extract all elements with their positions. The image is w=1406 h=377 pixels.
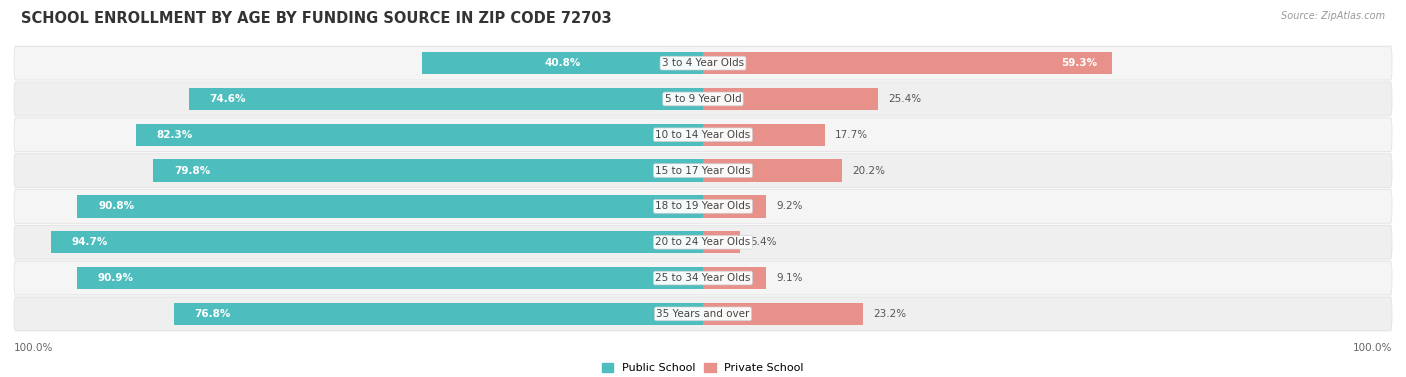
Text: 18 to 19 Year Olds: 18 to 19 Year Olds: [655, 201, 751, 211]
Bar: [703, 195, 766, 218]
Text: 35 Years and over: 35 Years and over: [657, 309, 749, 319]
Text: 59.3%: 59.3%: [1062, 58, 1098, 68]
Text: 90.8%: 90.8%: [98, 201, 134, 211]
Text: Source: ZipAtlas.com: Source: ZipAtlas.com: [1281, 11, 1385, 21]
Bar: [703, 267, 766, 289]
FancyBboxPatch shape: [14, 154, 1392, 187]
Text: 100.0%: 100.0%: [1353, 343, 1392, 353]
Text: 9.2%: 9.2%: [776, 201, 803, 211]
Text: 20.2%: 20.2%: [852, 166, 886, 176]
Text: 90.9%: 90.9%: [97, 273, 134, 283]
Text: 5.4%: 5.4%: [751, 237, 778, 247]
FancyBboxPatch shape: [14, 225, 1392, 259]
Bar: [77, 195, 703, 218]
Bar: [422, 52, 703, 74]
Bar: [51, 231, 703, 253]
Bar: [174, 303, 703, 325]
Text: 5 to 9 Year Old: 5 to 9 Year Old: [665, 94, 741, 104]
Text: 3 to 4 Year Olds: 3 to 4 Year Olds: [662, 58, 744, 68]
Bar: [703, 124, 825, 146]
Text: 15 to 17 Year Olds: 15 to 17 Year Olds: [655, 166, 751, 176]
Text: 17.7%: 17.7%: [835, 130, 869, 140]
Text: SCHOOL ENROLLMENT BY AGE BY FUNDING SOURCE IN ZIP CODE 72703: SCHOOL ENROLLMENT BY AGE BY FUNDING SOUR…: [21, 11, 612, 26]
Text: 74.6%: 74.6%: [209, 94, 246, 104]
Text: 25.4%: 25.4%: [889, 94, 921, 104]
Text: 23.2%: 23.2%: [873, 309, 907, 319]
FancyBboxPatch shape: [14, 297, 1392, 331]
Text: 94.7%: 94.7%: [72, 237, 108, 247]
Text: 100.0%: 100.0%: [14, 343, 53, 353]
Bar: [77, 267, 703, 289]
Text: 25 to 34 Year Olds: 25 to 34 Year Olds: [655, 273, 751, 283]
Text: 82.3%: 82.3%: [156, 130, 193, 140]
Text: 20 to 24 Year Olds: 20 to 24 Year Olds: [655, 237, 751, 247]
Text: 9.1%: 9.1%: [776, 273, 803, 283]
Bar: [703, 231, 740, 253]
Text: 40.8%: 40.8%: [544, 58, 581, 68]
FancyBboxPatch shape: [14, 46, 1392, 80]
Text: 76.8%: 76.8%: [194, 309, 231, 319]
Bar: [188, 88, 703, 110]
Bar: [703, 159, 842, 182]
Text: 10 to 14 Year Olds: 10 to 14 Year Olds: [655, 130, 751, 140]
Bar: [153, 159, 703, 182]
Text: 79.8%: 79.8%: [174, 166, 209, 176]
Bar: [703, 52, 1112, 74]
Legend: Public School, Private School: Public School, Private School: [598, 359, 808, 377]
Bar: [703, 88, 877, 110]
FancyBboxPatch shape: [14, 261, 1392, 295]
Bar: [136, 124, 703, 146]
FancyBboxPatch shape: [14, 82, 1392, 116]
FancyBboxPatch shape: [14, 190, 1392, 223]
Bar: [703, 303, 863, 325]
FancyBboxPatch shape: [14, 118, 1392, 152]
